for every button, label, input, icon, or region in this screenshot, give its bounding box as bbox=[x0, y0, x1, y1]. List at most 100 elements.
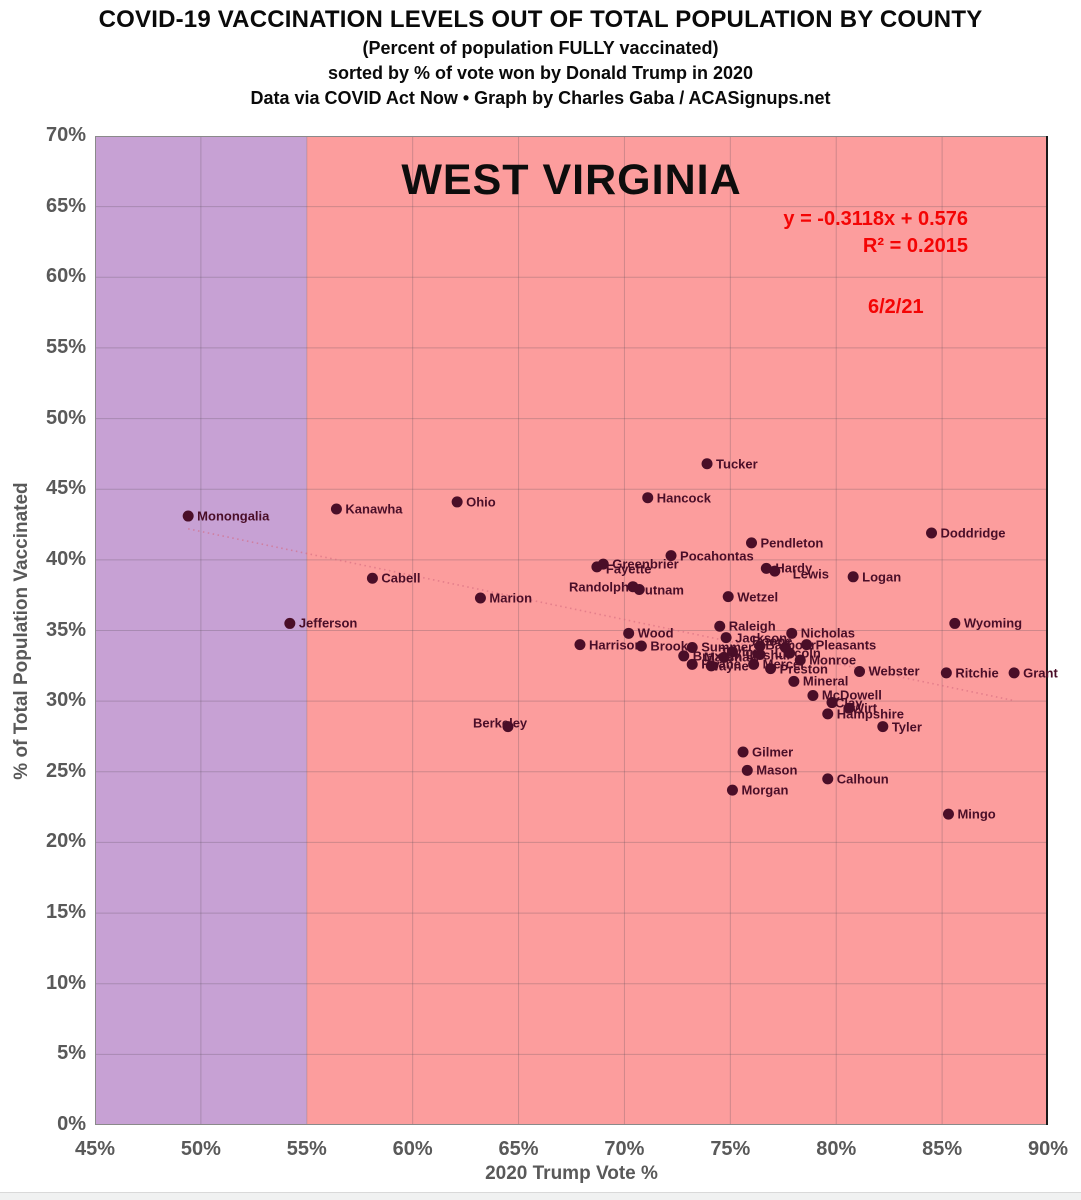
county-point-hampshire bbox=[822, 708, 834, 720]
y-tick-label: 40% bbox=[45, 547, 86, 570]
county-label-greenbrier: Greenbrier bbox=[612, 556, 679, 572]
county-label-upshur: Upshur bbox=[745, 647, 792, 663]
county-label-brooke: Brooke bbox=[650, 638, 696, 654]
y-tick-label: 0% bbox=[57, 1113, 86, 1135]
page-subtitle: (Percent of population FULLY vaccinated) bbox=[362, 38, 719, 58]
county-point-tucker bbox=[701, 458, 713, 470]
y-tick-label: 20% bbox=[45, 830, 86, 853]
county-label-barbour: Barbour bbox=[765, 637, 816, 653]
county-point-raleigh bbox=[714, 620, 726, 632]
data-date: 6/2/21 bbox=[868, 296, 924, 318]
county-label-pendleton: Pendleton bbox=[760, 535, 824, 551]
county-label-wood: Wood bbox=[637, 625, 674, 641]
county-label-pleasants: Pleasants bbox=[815, 637, 877, 653]
x-tick-label: 60% bbox=[392, 1138, 433, 1160]
x-tick-label: 85% bbox=[922, 1138, 963, 1160]
county-point-marion bbox=[474, 592, 486, 604]
county-label-nicholas: Nicholas bbox=[800, 625, 855, 641]
county-label-randolph: Randolph bbox=[568, 579, 629, 595]
county-point-tyler bbox=[877, 721, 889, 733]
y-tick-label: 15% bbox=[45, 901, 86, 924]
county-label-webster: Webster bbox=[868, 663, 920, 679]
county-point-jefferson bbox=[284, 617, 296, 629]
county-label-taylor: Taylor bbox=[720, 644, 759, 660]
county-label-pocahontas: Pocahontas bbox=[680, 548, 754, 564]
county-point-ritchie bbox=[940, 667, 952, 679]
county-label-clay: Clay bbox=[834, 695, 863, 711]
county-label-lincoln: Lincoln bbox=[774, 645, 821, 661]
county-label-hardy: Hardy bbox=[775, 560, 813, 576]
county-point-monongalia bbox=[182, 510, 194, 522]
y-tick-label: 25% bbox=[45, 759, 86, 782]
x-tick-label: 45% bbox=[74, 1138, 116, 1160]
county-label-lewis: Lewis bbox=[792, 566, 829, 582]
county-point-mcdowell bbox=[807, 689, 819, 701]
y-tick-label: 60% bbox=[45, 265, 86, 288]
county-label-summers: Summers bbox=[701, 639, 761, 655]
county-point-pocahontas bbox=[665, 550, 677, 562]
county-point-upshur bbox=[754, 649, 766, 661]
county-point-doddridge bbox=[926, 527, 938, 539]
county-point-wood bbox=[623, 627, 635, 639]
x-tick-label: 70% bbox=[604, 1138, 645, 1160]
county-label-harrison: Harrison bbox=[588, 637, 643, 653]
county-label-tucker: Tucker bbox=[716, 456, 758, 472]
county-point-cabell bbox=[366, 572, 378, 584]
county-point-wetzel bbox=[722, 591, 734, 603]
y-tick-label: 35% bbox=[45, 618, 86, 641]
county-label-hancock: Hancock bbox=[656, 490, 711, 506]
trendline bbox=[188, 528, 1015, 702]
trendline-annotation: y = -0.3118x + 0.576 R² = 0.2015 bbox=[783, 206, 968, 260]
county-point-berkeley bbox=[502, 721, 514, 733]
county-point-summers bbox=[686, 641, 698, 653]
county-point-morgan bbox=[726, 784, 738, 796]
county-point-logan bbox=[847, 571, 859, 583]
county-point-preston bbox=[765, 663, 777, 675]
county-label-mason: Mason bbox=[756, 762, 798, 778]
county-label-preston: Preston bbox=[779, 661, 828, 677]
county-label-mingo: Mingo bbox=[957, 806, 996, 822]
county-point-pleasants bbox=[801, 639, 813, 651]
county-label-morgan: Morgan bbox=[741, 782, 789, 798]
county-point-mineral bbox=[788, 675, 800, 687]
county-point-hancock bbox=[642, 492, 654, 504]
county-label-grant: Grant bbox=[1023, 665, 1058, 681]
footer-strip bbox=[0, 1192, 1081, 1200]
county-label-ohio: Ohio bbox=[466, 494, 496, 510]
county-label-wayne: Wayne bbox=[707, 658, 749, 674]
trump-majority-band bbox=[306, 136, 1048, 1125]
county-point-greenbrier bbox=[597, 558, 609, 570]
y-axis-title: % of Total Population Vaccinated bbox=[11, 482, 32, 780]
y-tick-label: 70% bbox=[45, 124, 86, 146]
county-label-raleigh: Raleigh bbox=[728, 618, 776, 634]
x-tick-label: 50% bbox=[180, 1138, 221, 1160]
county-point-braxton bbox=[678, 650, 690, 662]
county-label-roane: Roane bbox=[701, 656, 741, 672]
x-tick-label: 55% bbox=[286, 1138, 327, 1160]
trendline-equation: y = -0.3118x + 0.576 bbox=[783, 208, 968, 230]
county-point-hardy bbox=[760, 562, 772, 574]
county-label-calhoun: Calhoun bbox=[836, 771, 889, 787]
trendline-r-squared: R² = 0.2015 bbox=[862, 235, 968, 257]
county-label-mineral: Mineral bbox=[802, 673, 849, 689]
county-point-roane bbox=[686, 658, 698, 670]
page-title: COVID-19 VACCINATION LEVELS OUT OF TOTAL… bbox=[98, 6, 983, 33]
county-label-wetzel: Wetzel bbox=[737, 589, 779, 605]
county-label-doddridge: Doddridge bbox=[940, 525, 1006, 541]
county-label-putnam: Putnam bbox=[636, 582, 684, 598]
county-label-wirt: Wirt bbox=[851, 700, 878, 716]
y-tick-label: 55% bbox=[45, 335, 86, 358]
county-point-calhoun bbox=[822, 773, 834, 785]
county-point-webster bbox=[854, 665, 866, 677]
county-label-logan: Logan bbox=[862, 569, 902, 585]
county-point-monroe bbox=[794, 654, 806, 666]
county-point-clay bbox=[826, 697, 838, 709]
county-point-putnam bbox=[633, 584, 645, 596]
county-point-ohio bbox=[451, 496, 463, 508]
county-label-tyler: Tyler bbox=[891, 719, 922, 735]
county-label-hampshire: Hampshire bbox=[836, 706, 904, 722]
county-point-mason bbox=[741, 764, 753, 776]
x-tick-label: 75% bbox=[710, 1138, 751, 1160]
county-label-monroe: Monroe bbox=[809, 652, 857, 668]
